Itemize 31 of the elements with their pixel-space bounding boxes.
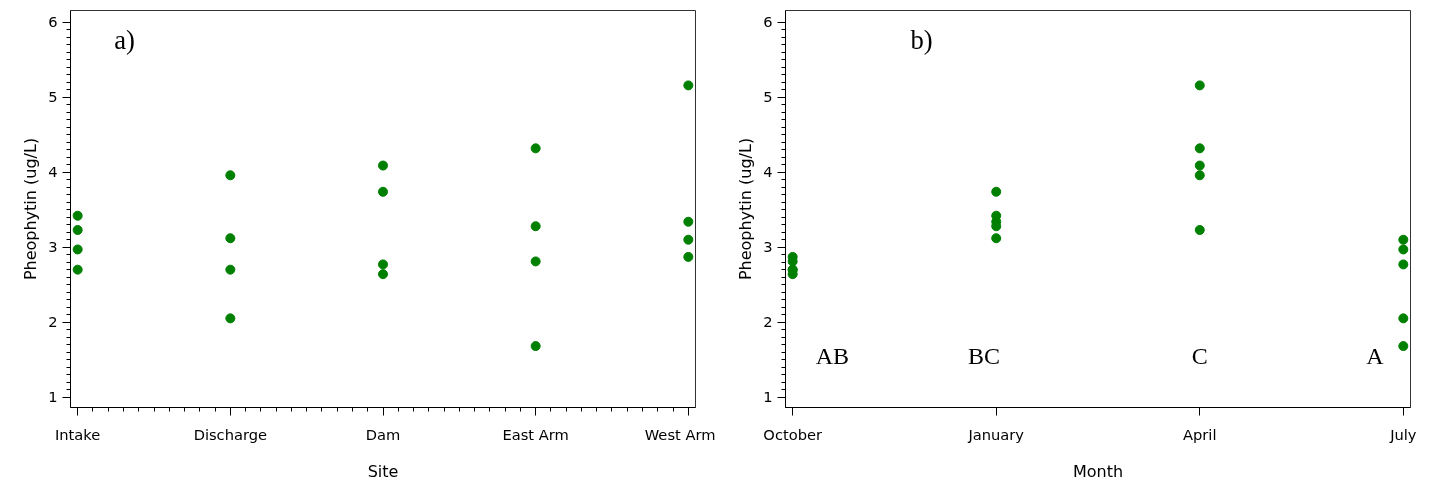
y-tick-label: 4 bbox=[763, 163, 773, 181]
x-tick-label: April bbox=[1183, 425, 1217, 443]
y-tick-label: 1 bbox=[763, 388, 773, 406]
y-tick-label: 6 bbox=[48, 13, 58, 31]
y-tick-label: 6 bbox=[763, 13, 773, 31]
annotation: AB bbox=[815, 342, 850, 369]
y-tick-label: 2 bbox=[48, 313, 58, 331]
x-tick-label: Dam bbox=[365, 425, 401, 443]
x-tick-label: October bbox=[763, 425, 823, 443]
x-tick-label: July bbox=[1389, 425, 1417, 443]
annotation: A bbox=[1366, 342, 1385, 369]
x-tick-label: Intake bbox=[55, 425, 101, 443]
y-tick-label: 3 bbox=[48, 238, 58, 256]
y-axis-title: Pheophytin (ug/L) bbox=[21, 137, 41, 281]
annotation: b) bbox=[910, 25, 933, 56]
x-tick-label: January bbox=[967, 425, 1025, 443]
y-tick-label: 1 bbox=[48, 388, 58, 406]
annotation: a) bbox=[114, 25, 135, 56]
y-tick-label: 2 bbox=[763, 313, 773, 331]
y-tick-label: 5 bbox=[763, 88, 773, 106]
x-tick-label: Discharge bbox=[193, 425, 268, 443]
annotation: BC bbox=[968, 342, 1001, 369]
y-tick-label: 4 bbox=[48, 163, 58, 181]
x-tick-label: West Arm bbox=[644, 425, 716, 443]
y-tick-label: 5 bbox=[48, 88, 58, 106]
x-tick-label: East Arm bbox=[502, 425, 569, 443]
annotation: C bbox=[1191, 342, 1208, 369]
y-axis-title: Pheophytin (ug/L) bbox=[736, 137, 756, 281]
y-tick-label: 3 bbox=[763, 238, 773, 256]
x-axis-title: Month bbox=[1072, 461, 1124, 481]
x-axis-title: Site bbox=[367, 461, 399, 481]
